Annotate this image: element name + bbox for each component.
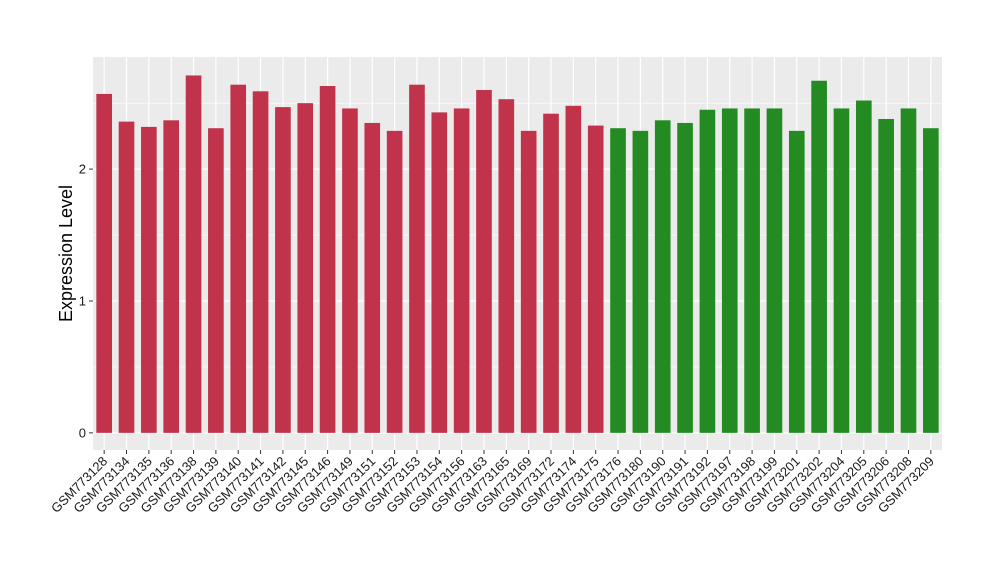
bar-GSM773140: [230, 84, 247, 433]
bar-GSM773134: [118, 121, 135, 433]
bar-GSM773156: [453, 108, 470, 433]
bar-GSM773139: [208, 128, 224, 433]
bar-GSM773176: [610, 128, 626, 433]
bar-GSM773141: [252, 91, 269, 433]
bar-GSM773138: [185, 75, 202, 433]
bar-GSM773191: [677, 122, 693, 433]
bar-GSM773154: [431, 112, 448, 433]
bar-GSM773145: [297, 103, 314, 433]
bar-GSM773202: [811, 80, 827, 433]
y-tick-label: 0: [79, 425, 86, 440]
bar-GSM773169: [520, 130, 537, 433]
bar-GSM773175: [587, 125, 604, 433]
bar-GSM773206: [878, 118, 894, 433]
bar-GSM773165: [498, 99, 515, 433]
bar-GSM773163: [476, 89, 492, 433]
bar-GSM773208: [900, 108, 917, 433]
bar-GSM773204: [833, 108, 850, 433]
bar-GSM773128: [96, 93, 112, 433]
bar-GSM773198: [744, 108, 760, 433]
y-axis-title: Expression Level: [56, 185, 76, 322]
bar-GSM773205: [855, 100, 872, 433]
bar-GSM773135: [141, 126, 157, 433]
bar-GSM773190: [654, 120, 671, 433]
x-axis: GSM773128GSM773134GSM773135GSM773136GSM7…: [48, 450, 937, 516]
bar-GSM773180: [632, 130, 649, 433]
bar-GSM773149: [342, 108, 358, 433]
bar-GSM773151: [364, 122, 381, 433]
bar-GSM773152: [386, 130, 403, 433]
bar-GSM773199: [766, 108, 783, 433]
y-axis: 0 1 2: [79, 162, 93, 440]
bar-GSM773136: [163, 120, 180, 433]
bar-GSM773142: [275, 107, 291, 433]
y-tick-label: 2: [79, 162, 86, 177]
bar-GSM773153: [409, 84, 425, 433]
bar-GSM773174: [565, 105, 582, 433]
y-tick-label: 1: [79, 293, 86, 308]
bar-GSM773172: [543, 113, 559, 433]
bar-GSM773197: [721, 108, 738, 433]
bars: [96, 75, 939, 433]
bar-GSM773192: [699, 109, 716, 433]
bar-GSM773146: [319, 86, 336, 433]
bar-GSM773201: [788, 130, 805, 433]
bar-GSM773209: [923, 128, 939, 433]
